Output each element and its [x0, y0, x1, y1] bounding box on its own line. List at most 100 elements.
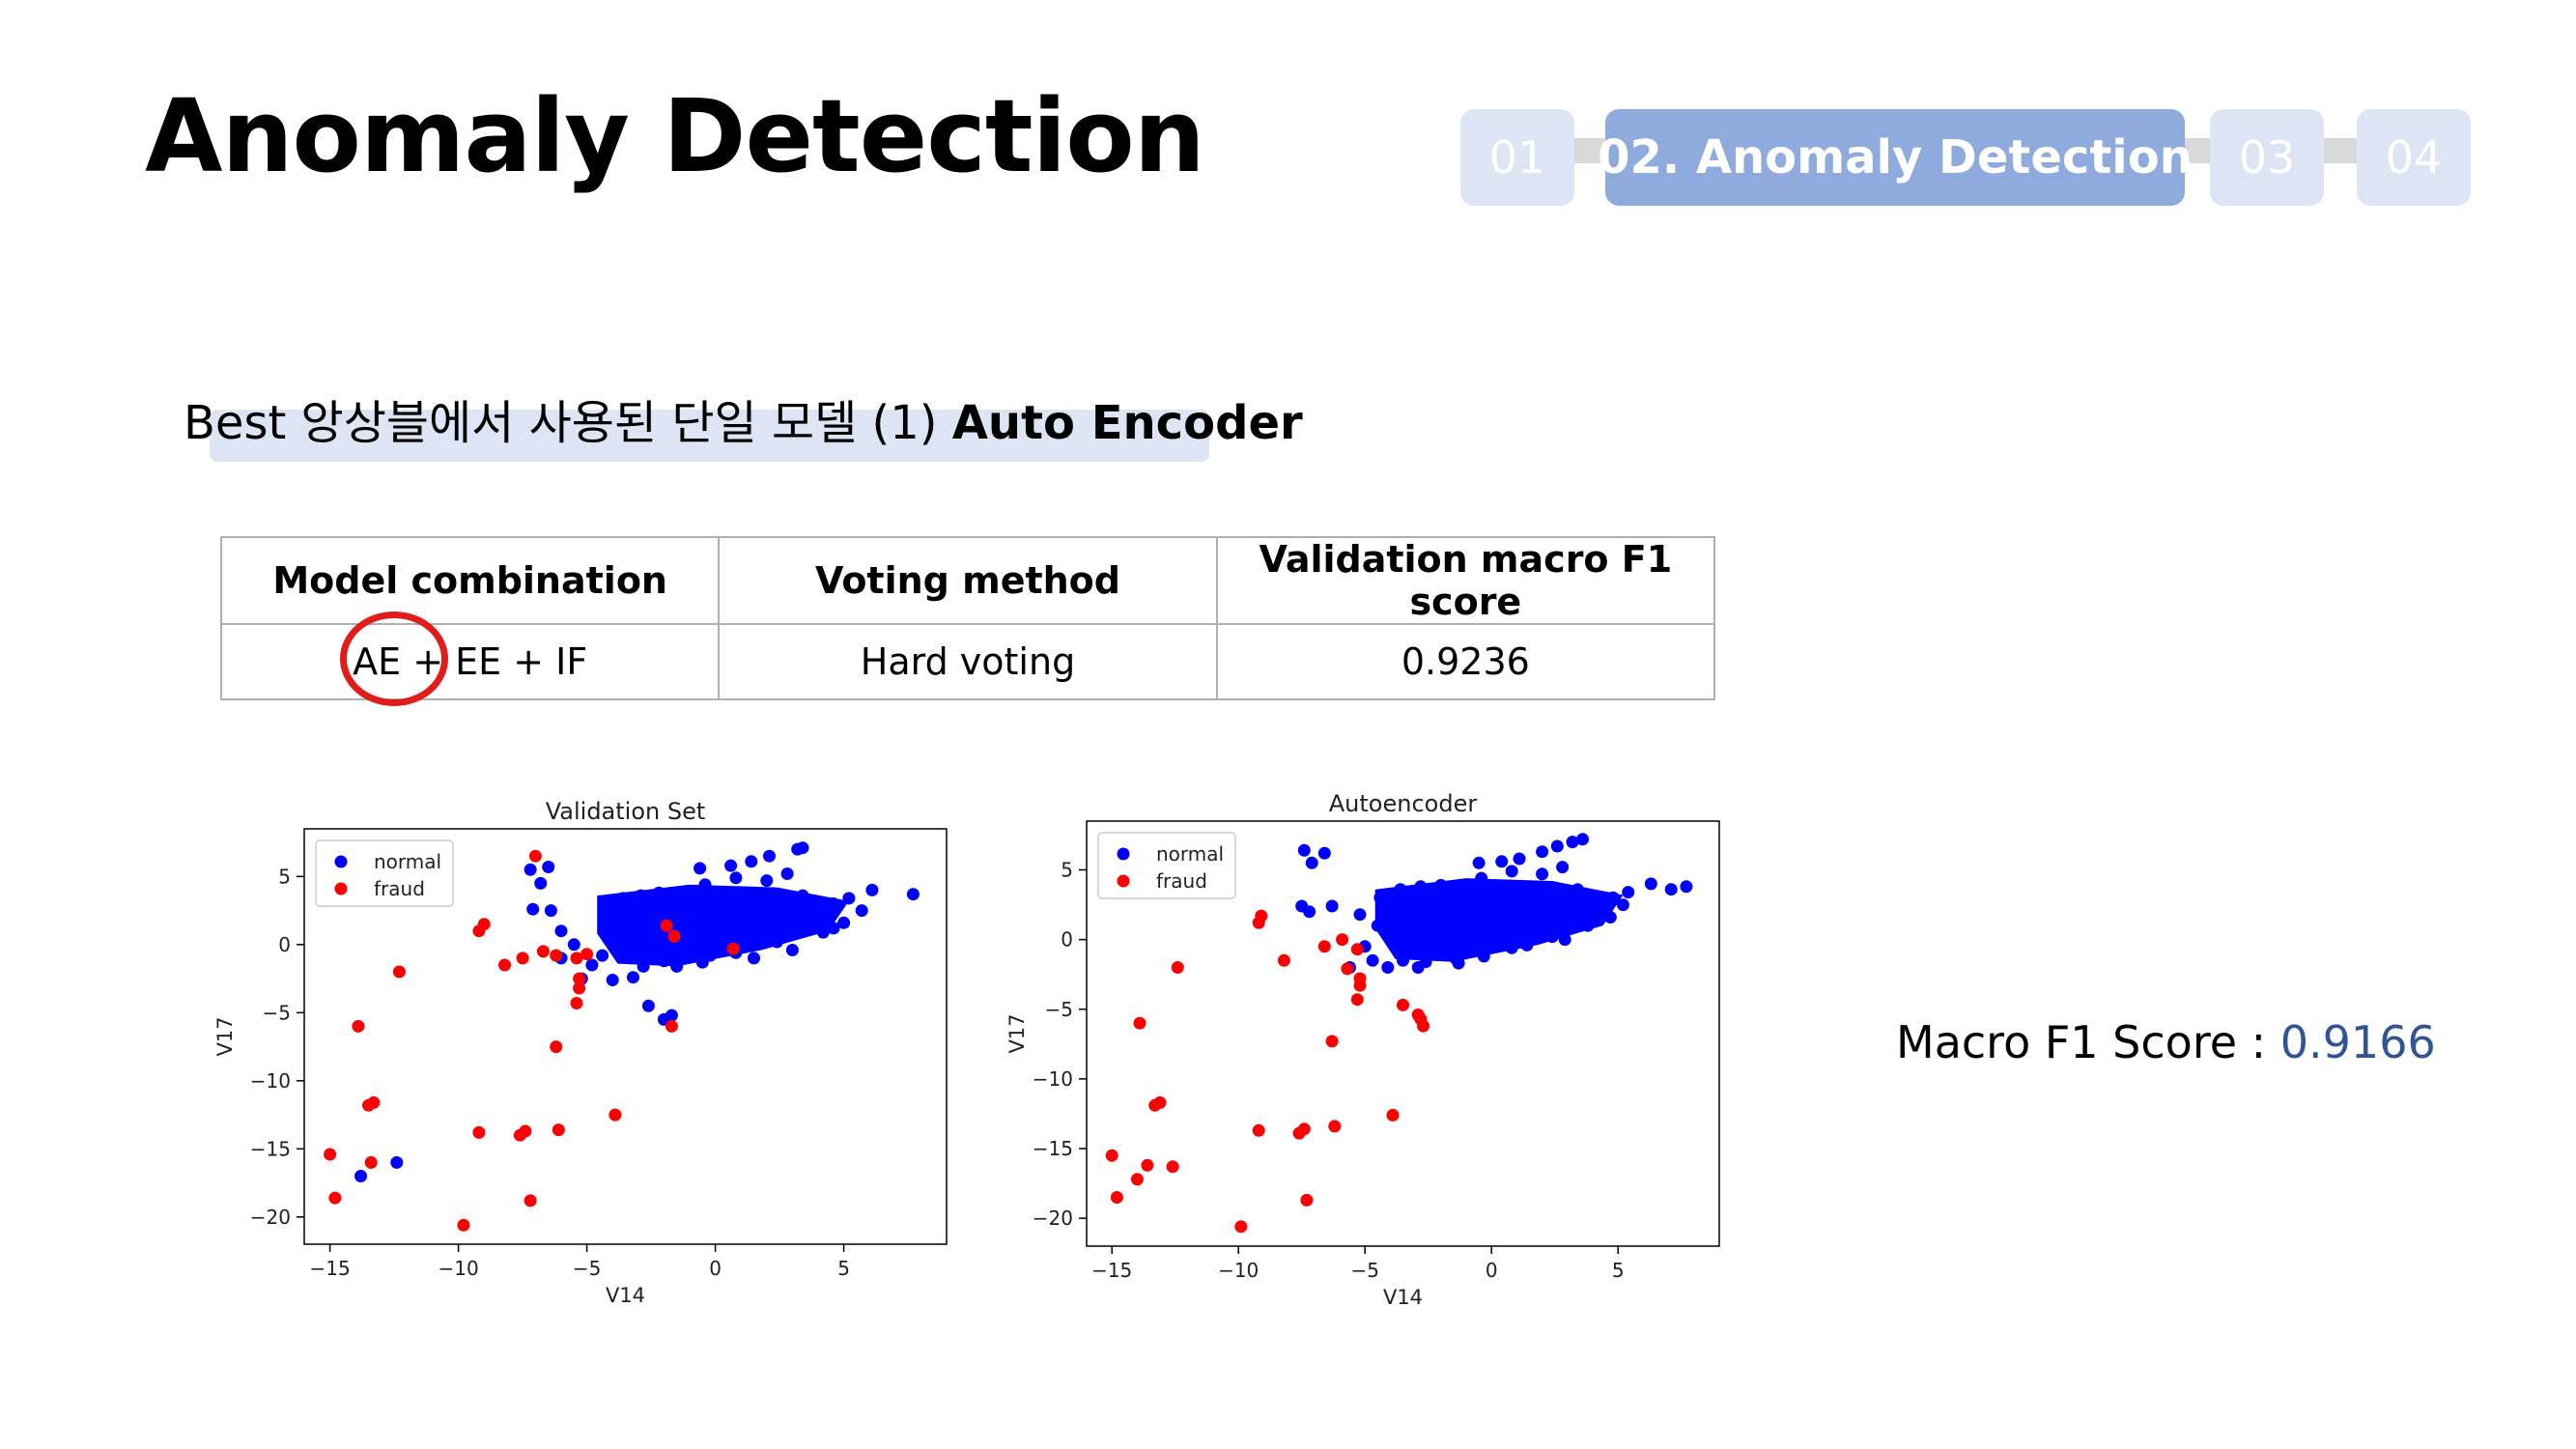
point-normal	[1603, 911, 1617, 923]
legend-marker-normal	[334, 855, 348, 868]
point-normal	[632, 902, 645, 916]
point-normal	[734, 905, 748, 919]
point-normal	[1317, 846, 1331, 860]
point-normal	[1550, 839, 1564, 853]
point-normal	[567, 938, 580, 952]
point-normal	[827, 897, 840, 910]
legend-marker-normal	[1117, 847, 1130, 861]
plot-frame	[303, 828, 948, 1245]
point-normal	[1419, 955, 1432, 969]
y-tick-label: −15	[1033, 1137, 1073, 1160]
y-axis-label: V17	[1005, 1013, 1029, 1053]
point-normal	[354, 1170, 367, 1182]
y-tick-label: −5	[263, 1001, 291, 1024]
legend-label-normal: normal	[1156, 842, 1224, 866]
point-fraud	[570, 952, 583, 965]
point-normal	[740, 893, 752, 906]
point-fraud	[328, 1191, 342, 1205]
point-normal	[1591, 896, 1604, 910]
chart-validation-set: Validation Set −15 −10 −5 0 5 5 0 −5 −10 −15 −20 V14…	[212, 792, 966, 1314]
point-normal	[1550, 889, 1564, 901]
point-normal	[807, 911, 820, 924]
point-normal	[1414, 880, 1428, 894]
point-normal	[1500, 922, 1514, 935]
point-normal	[637, 959, 650, 973]
point-fraud	[392, 965, 406, 979]
chart-title: Autoencoder	[1329, 790, 1478, 817]
point-normal	[1450, 916, 1462, 929]
point-normal	[1576, 833, 1589, 846]
x-axis-label: V14	[606, 1284, 645, 1307]
point-normal	[534, 876, 548, 890]
point-fraud	[665, 1019, 678, 1033]
chart-title: Validation Set	[546, 798, 706, 825]
point-normal	[729, 871, 743, 885]
point-normal	[1475, 889, 1488, 901]
point-normal	[524, 863, 537, 876]
point-fraud	[1133, 1016, 1146, 1030]
point-fraud	[660, 919, 673, 932]
legend-label-fraud: fraud	[1156, 869, 1207, 893]
point-normal	[1472, 856, 1486, 869]
point-normal	[1373, 891, 1387, 904]
point-normal	[1571, 883, 1584, 896]
point-fraud	[457, 1218, 470, 1232]
point-fraud	[364, 1155, 378, 1169]
y-tick-label: 5	[1061, 858, 1073, 881]
point-normal	[652, 899, 665, 913]
point-fraud	[1350, 943, 1364, 956]
point-fraud	[472, 1125, 486, 1139]
point-normal	[724, 927, 738, 941]
point-normal	[616, 892, 630, 905]
point-normal	[1622, 886, 1635, 899]
y-tick-label: −20	[1033, 1207, 1073, 1230]
point-normal	[755, 899, 768, 913]
results-table: Model combination Voting method Validati…	[219, 536, 1716, 700]
point-normal	[1297, 843, 1311, 857]
point-fraud	[550, 1040, 563, 1054]
point-fraud	[1153, 1095, 1167, 1109]
point-fraud	[528, 849, 542, 863]
point-normal	[1389, 913, 1402, 926]
point-normal	[724, 859, 738, 872]
step-02-anomaly-detection[interactable]: 02. Anomaly Detection	[1598, 109, 2193, 206]
point-normal	[1561, 911, 1574, 923]
slide-title: Anomaly Detection	[145, 77, 1205, 195]
point-normal	[1541, 916, 1554, 929]
point-normal	[703, 932, 717, 946]
point-normal	[688, 895, 701, 908]
step-03[interactable]: 03	[2210, 109, 2324, 206]
point-normal	[1616, 898, 1629, 912]
macro-f1-label: Macro F1 Score :	[1896, 1016, 2280, 1068]
point-normal	[1303, 905, 1316, 919]
point-normal	[585, 958, 599, 972]
point-fraud	[352, 1019, 365, 1033]
step-04[interactable]: 04	[2357, 109, 2471, 206]
macro-f1-value: 0.9166	[2279, 1016, 2436, 1068]
point-normal	[1409, 896, 1423, 910]
point-normal	[1489, 908, 1503, 922]
step-01[interactable]: 01	[1460, 109, 1574, 206]
point-normal	[1558, 933, 1571, 947]
legend-label-normal: normal	[374, 850, 441, 873]
point-fraud	[1300, 1193, 1314, 1207]
point-normal	[760, 874, 774, 888]
point-normal	[837, 916, 851, 929]
point-normal	[776, 895, 789, 908]
point-normal	[632, 922, 645, 935]
x-tick-label: 5	[1612, 1259, 1625, 1282]
point-fraud	[1386, 1108, 1400, 1122]
point-normal	[554, 924, 568, 938]
point-fraud	[1336, 933, 1349, 947]
point-normal	[627, 971, 639, 984]
x-tick-label: −15	[309, 1257, 350, 1280]
point-normal	[1606, 891, 1620, 904]
point-fraud	[1277, 953, 1290, 967]
point-normal	[1581, 905, 1595, 919]
point-fraud	[1252, 1123, 1265, 1137]
x-axis-label: V14	[1383, 1286, 1423, 1309]
point-fraud	[609, 1108, 622, 1122]
point-normal	[745, 929, 758, 943]
point-normal	[1371, 919, 1384, 932]
point-normal	[714, 914, 727, 926]
